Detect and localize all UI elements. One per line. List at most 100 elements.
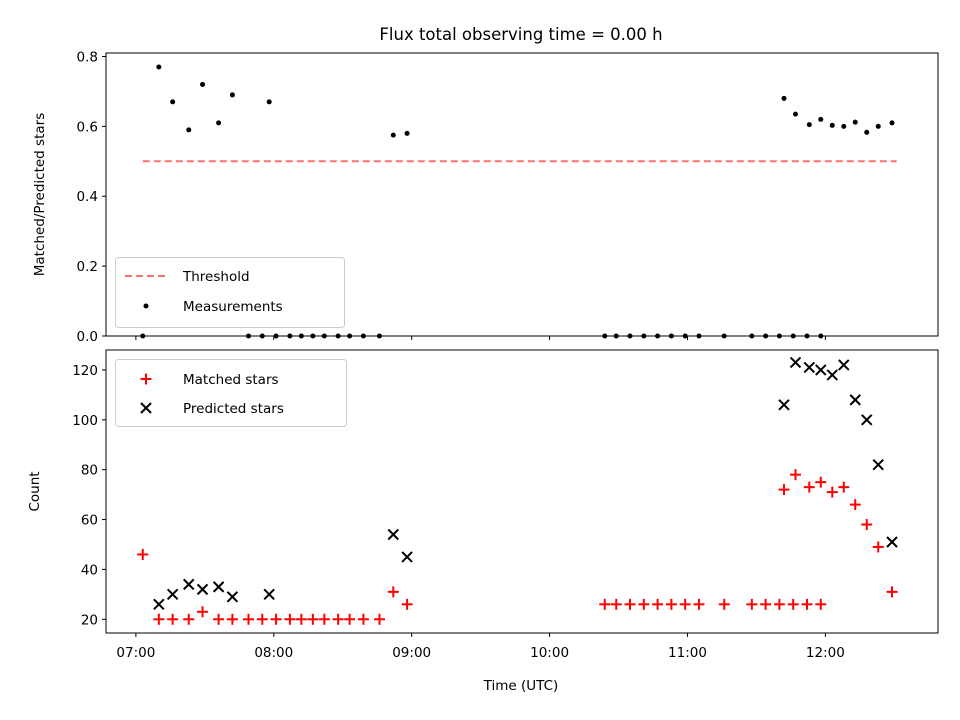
matched-star-point [718, 598, 730, 610]
matched-star-point [652, 598, 664, 610]
measurement-point [818, 116, 824, 122]
bottom-x-tick-label: 07:00 [116, 645, 155, 661]
matched-star-point [787, 598, 799, 610]
predicted-star-point [226, 591, 239, 603]
predicted-star-point [789, 356, 802, 369]
matched-star-point [803, 481, 815, 493]
matched-star-point [599, 598, 611, 610]
bottom-x-ticks: 07:00 08:00 09:00 10:00 11:00 12:00 [116, 633, 845, 661]
matched-star-point [886, 586, 898, 598]
matched-star-point [826, 486, 838, 498]
matched-star-point [256, 613, 268, 625]
predicted-star-point [401, 551, 413, 563]
measurement-point [864, 129, 870, 135]
predicted-star-point [826, 369, 838, 381]
measurement-point [186, 127, 192, 133]
matched-star-point [838, 481, 850, 493]
bottom-x-axis-label: Time (UTC) [483, 678, 559, 694]
bottom-y-tick-label: 120 [72, 363, 98, 379]
matched-star-point [318, 613, 330, 625]
matched-star-point [760, 598, 772, 610]
top-layer-data [140, 64, 897, 339]
bottom-y-tick-label: 40 [81, 562, 98, 578]
bottom-x-tick-label: 11:00 [668, 645, 707, 661]
matched-star-point [815, 476, 827, 488]
predicted-star-point [263, 588, 275, 601]
matched-star-point [357, 613, 369, 625]
bottom-layer-data [137, 356, 898, 625]
bottom-legend-box [115, 359, 347, 427]
bottom-legend: Matched stars Predicted stars [115, 359, 347, 427]
predicted-star-point [183, 578, 195, 591]
legend-threshold-label: Threshold [182, 269, 250, 285]
measurement-point [889, 120, 895, 126]
matched-star-point [226, 613, 238, 625]
predicted-star-point [212, 581, 225, 593]
top-axes: 0.00.20.40.60.8 Matched/Predicted stars … [32, 49, 939, 345]
bottom-x-tick-label: 09:00 [392, 645, 431, 661]
matched-star-point [270, 613, 282, 625]
measurement-point [829, 122, 835, 128]
matched-star-point [778, 484, 790, 496]
bottom-y-tick-label: 100 [72, 413, 98, 429]
matched-star-point [693, 598, 705, 610]
measurement-point [200, 81, 206, 87]
matched-star-point [638, 598, 650, 610]
bottom-y-axis-label: Count [27, 471, 43, 511]
measurement-point [404, 130, 410, 136]
matched-star-point [872, 541, 884, 553]
matched-star-point [746, 598, 758, 610]
predicted-star-point [886, 536, 898, 548]
predicted-star-point [803, 361, 815, 374]
matched-star-point [401, 598, 413, 610]
top-axes-frame [105, 52, 939, 337]
top-y-axis-label: Matched/Predicted stars [32, 113, 48, 276]
predicted-star-point [872, 458, 884, 471]
measurement-point [793, 111, 799, 117]
matched-star-point [137, 548, 149, 560]
measurement-point [170, 99, 176, 105]
matched-star-point [801, 598, 813, 610]
top-legend: Threshold Measurements [115, 257, 345, 328]
measurement-point [875, 123, 881, 129]
matched-star-point [167, 613, 179, 625]
matched-star-point [861, 519, 873, 531]
matched-star-point [197, 606, 209, 618]
predicted-star-point [196, 583, 209, 596]
top-y-tick-label: 0.8 [77, 49, 98, 65]
matched-star-point [773, 598, 785, 610]
matched-star-point [242, 613, 254, 625]
legend-predicted-swatch [140, 402, 152, 414]
matched-star-point [284, 613, 296, 625]
matched-star-point [849, 499, 861, 511]
top-y-ticks: 0.0 0.2 0.4 0.6 0.8 [77, 49, 106, 345]
bottom-y-tick-label: 20 [81, 612, 98, 628]
top-y-tick-label: 0.2 [77, 259, 98, 275]
bottom-y-tick-label: 60 [81, 513, 98, 529]
bottom-y-ticks: 20 40 60 80 100 120 [72, 363, 106, 628]
top-y-tick-label: 0.6 [77, 119, 98, 135]
predicted-star-point [153, 598, 165, 611]
matched-star-point [679, 598, 691, 610]
top-x-ticks [135, 336, 826, 340]
bottom-axes: 20 40 60 80 100 120 07:00 08:00 09:00 10:00 11:00… [27, 349, 939, 694]
legend-matched-label: Matched stars [183, 372, 279, 388]
predicted-star-point [387, 528, 399, 541]
legend-measurements-swatch [143, 303, 149, 309]
matched-star-point [624, 598, 636, 610]
measurement-point [781, 95, 787, 101]
top-chart-title: Flux total observing time = 0.00 h [379, 25, 662, 44]
measurement-point [229, 92, 235, 98]
measurement-point [852, 119, 858, 125]
matched-star-point [183, 613, 195, 625]
predicted-star-point [815, 364, 827, 376]
matched-star-point [307, 613, 319, 625]
matched-star-point [610, 598, 622, 610]
measurement-point [841, 123, 847, 129]
measurement-point [390, 132, 396, 138]
legend-predicted-label: Predicted stars [183, 401, 284, 417]
matched-star-point [153, 613, 165, 625]
bottom-axes-frame [105, 349, 939, 634]
top-y-tick-label: 0.0 [77, 329, 98, 345]
matched-star-point [213, 613, 225, 625]
